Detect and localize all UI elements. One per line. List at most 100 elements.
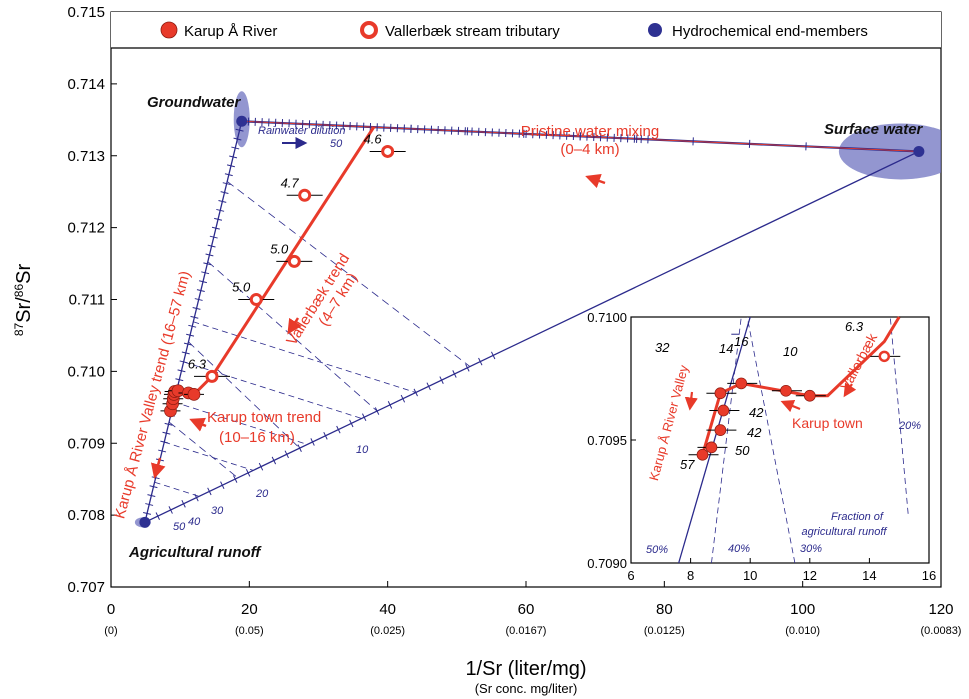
inset-fraction-2: agricultural runoff (802, 526, 888, 538)
inset-karup-point (735, 377, 748, 390)
inset-x-tick-label: 6 (627, 568, 634, 583)
gw-agri-tick (209, 235, 218, 239)
y-axis-base2: Sr (13, 264, 35, 284)
inset-point-label: 6.3 (845, 319, 864, 334)
y-tick-label: 0.711 (69, 292, 105, 309)
inset-x-tick-label: 12 (803, 568, 817, 583)
y-tick-label: 0.709 (67, 435, 105, 452)
gw-agri-tick (222, 182, 231, 186)
x-tick-sublabel: (0.025) (370, 625, 405, 637)
agri-sw-tick (478, 357, 483, 366)
legend-marker-endmember (648, 23, 662, 37)
y-tick-label: 0.713 (67, 148, 105, 165)
inset-town-label: Karup town (792, 415, 863, 431)
inset-karup-point (714, 424, 727, 437)
inset-karup-point (714, 387, 727, 400)
gw-agri-tick (226, 164, 235, 168)
y-tick-label: 0.714 (67, 76, 105, 93)
gw-agri-tick (186, 333, 195, 337)
vallerbaek-label: 6.3 (188, 356, 207, 371)
gw-agri-tick (158, 449, 167, 453)
x-tick-label: 20 (241, 601, 258, 618)
gw-agri-tick (207, 244, 216, 248)
vallerbaek-point (249, 293, 263, 306)
agri-sw-tick (245, 469, 251, 477)
gw-agri-tick (175, 378, 184, 382)
fraction-tick-frac_20: 20 (255, 488, 269, 500)
x-tick-sublabel: (0) (104, 625, 117, 637)
vallerbaek-trend-line (210, 126, 376, 378)
y-tick-label: 0.712 (67, 220, 105, 237)
agri-sw-tick (297, 444, 302, 452)
inset-x-tick-label: 14 (862, 568, 876, 583)
vallerbaek-label: 4.7 (281, 175, 300, 190)
inset-x-tick-label: 8 (687, 568, 694, 583)
gw-agri-tick (205, 253, 214, 257)
agri-sw-tick (426, 382, 431, 391)
inset-point-label: 32 (655, 340, 670, 355)
inset-fraction-line (746, 316, 796, 564)
gw-agri-tick (188, 324, 197, 328)
x-tick-sublabel: (0.0125) (644, 625, 685, 637)
fraction-line (154, 481, 200, 497)
vallerbaek-point (205, 369, 219, 383)
agri-sw-tick (491, 351, 496, 360)
y-axis-sup1: 87 (12, 322, 26, 336)
fraction-line-long (168, 421, 239, 479)
fraction-tick-frac_10: 10 (356, 444, 369, 456)
x-tick-label: 0 (107, 601, 115, 618)
inset-karup-point (803, 389, 816, 402)
mixing-lines (134, 91, 941, 528)
inset-fraction-line (889, 316, 909, 514)
x-tick-label: 100 (790, 601, 815, 618)
legend: Karup Å River Vallerbæk stream tributary… (111, 12, 941, 49)
gw-agri-tick (216, 208, 225, 212)
inset-town-arrow (780, 399, 801, 413)
gw-agri-tick (143, 511, 152, 515)
agri-sw-tick (207, 487, 212, 496)
karup-town-2: (10–16 km) (219, 429, 295, 446)
gw-agri-tick (164, 422, 173, 426)
y-axis-title: 87Sr/86Sr (12, 264, 35, 337)
inset-y-tick-label: 0.7100 (587, 310, 627, 325)
karup-town-1: Karup town trend (207, 409, 321, 426)
vallerbaek-label: 4.6 (364, 131, 383, 146)
gw-agri-tick (149, 485, 158, 489)
gw-agri-tick (201, 271, 210, 275)
end-member-point (139, 516, 151, 528)
groundwater-label: Groundwater (147, 94, 242, 111)
fraction-line-long (207, 261, 378, 412)
x-tick-sublabel: (0.0083) (921, 625, 962, 637)
agricultural-runoff-label: Agricultural runoff (128, 544, 262, 561)
vallerbaek-point (381, 144, 395, 158)
fraction-line (193, 321, 416, 393)
y-tick-label: 0.715 (67, 4, 105, 21)
fraction-line-long (226, 181, 471, 367)
gw-agri-tick (162, 431, 171, 435)
agri-sw-tick (284, 450, 289, 459)
inset-x-tick-label: 16 (922, 568, 936, 583)
agri-sw-tick (387, 401, 393, 409)
agri-sw-tick (258, 462, 264, 471)
agri-sw-tick (452, 370, 457, 378)
gw-agri-tick (211, 226, 220, 230)
gw-agri-tick (145, 503, 154, 506)
agri-sw-tick (155, 512, 160, 520)
fraction-tick-frac_50: 50 (173, 521, 186, 533)
agri-sw-tick (181, 499, 186, 508)
inset-point-label: 14 (719, 341, 733, 356)
agri-sw-tick (362, 413, 367, 422)
inset-valley-arrow (684, 391, 698, 411)
gw-agri-tick (196, 289, 205, 293)
y-axis-sup2: 86 (12, 284, 26, 298)
inset-vallerbaek-arrow (843, 382, 857, 398)
inset-point-label: 57 (680, 457, 695, 472)
gw-agri-tick (218, 200, 227, 203)
pristine-arrow (585, 173, 606, 189)
inset-x-tick-label: 10 (743, 568, 757, 583)
fraction-tick-frac_30: 30 (211, 505, 224, 517)
x-tick-label: 120 (928, 601, 953, 618)
agri-sw-tick (271, 456, 277, 465)
gw-agri-tick (192, 306, 201, 310)
gw-agri-tick (198, 280, 207, 284)
